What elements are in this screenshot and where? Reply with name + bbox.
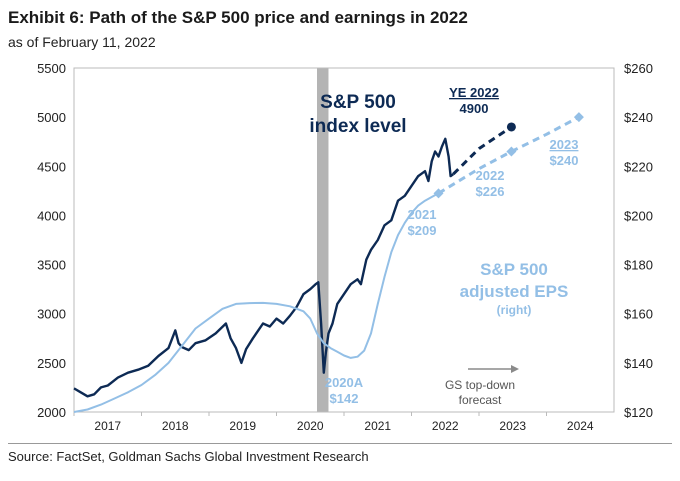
- index-series-label: index level: [309, 116, 406, 137]
- y-left-tick-label: 3500: [37, 258, 66, 273]
- y-right-tick-label: $260: [624, 61, 653, 76]
- forecast-note: forecast: [459, 393, 502, 407]
- y-left-tick-label: 5000: [37, 110, 66, 125]
- page-title: Exhibit 6: Path of the S&P 500 price and…: [8, 8, 468, 27]
- eps-line: [73, 192, 439, 413]
- recession-band: [317, 68, 329, 412]
- y-right-tick-label: $200: [624, 208, 653, 223]
- x-tick-label: 2022: [432, 419, 459, 433]
- eps-forecast-marker: [573, 112, 584, 123]
- ye-2022-label: YE 2022: [449, 85, 499, 100]
- eps-series-label: adjusted EPS: [460, 282, 569, 301]
- eps-2022-value: $226: [476, 184, 505, 199]
- y-right-tick-label: $180: [624, 258, 653, 273]
- x-tick-label: 2024: [567, 419, 594, 433]
- eps-2020-value: $142: [330, 391, 359, 406]
- y-left-tick-label: 4500: [37, 159, 66, 174]
- y-right-tick-label: $160: [624, 307, 653, 322]
- forecast-note: GS top-down: [445, 378, 515, 392]
- eps-2022-label: 2022: [476, 168, 505, 183]
- x-tick-label: 2021: [364, 419, 391, 433]
- x-tick-label: 2017: [94, 419, 121, 433]
- y-left-tick-label: 4000: [37, 208, 66, 223]
- y-right-tick-label: $120: [624, 405, 653, 420]
- eps-series-label: S&P 500: [480, 260, 548, 279]
- x-tick-label: 2019: [229, 419, 256, 433]
- x-tick-label: 2018: [162, 419, 189, 433]
- y-left-tick-label: 3000: [37, 307, 66, 322]
- eps-axis-note: (right): [497, 303, 532, 317]
- ye-2022-value: 4900: [460, 101, 489, 116]
- y-right-tick-label: $140: [624, 356, 653, 371]
- eps-2021-value: $209: [408, 223, 437, 238]
- eps-2020-label: 2020A: [325, 375, 364, 390]
- index-forecast-marker: [506, 122, 516, 132]
- eps-forecast-marker: [433, 188, 444, 199]
- y-right-tick-label: $220: [624, 159, 653, 174]
- eps-2023-value: $240: [550, 153, 579, 168]
- y-right-tick-label: $240: [624, 110, 653, 125]
- y-left-tick-label: 5500: [37, 61, 66, 76]
- x-tick-label: 2020: [297, 419, 324, 433]
- y-left-tick-label: 2000: [37, 405, 66, 420]
- source-divider: [8, 443, 672, 444]
- x-tick-label: 2023: [499, 419, 526, 433]
- subtitle: as of February 11, 2022: [8, 34, 156, 50]
- eps-forecast-marker: [506, 146, 517, 157]
- index-line: [73, 137, 455, 398]
- forecast-arrow-head: [511, 365, 519, 373]
- eps-2023-label: 2023: [550, 137, 579, 152]
- y-left-tick-label: 2500: [37, 356, 66, 371]
- index-series-label: S&P 500: [320, 92, 396, 113]
- index-forecast-line: [452, 125, 513, 176]
- source-note: Source: FactSet, Goldman Sachs Global In…: [8, 449, 369, 464]
- eps-2021-label: 2021: [408, 207, 437, 222]
